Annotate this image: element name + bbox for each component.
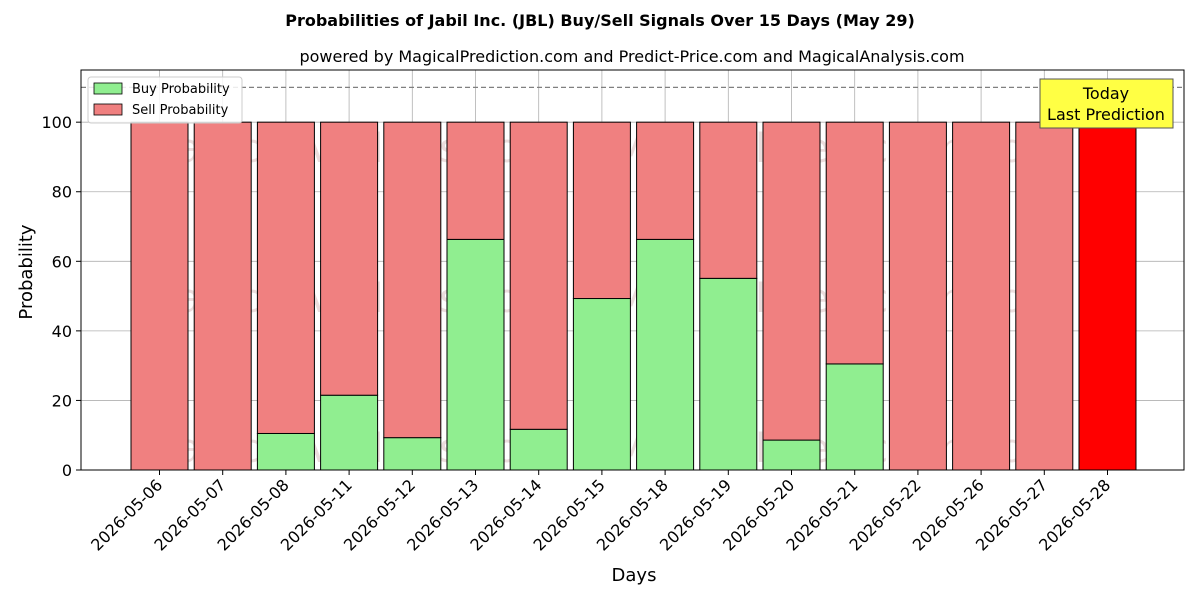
bar-sell <box>888 121 947 471</box>
bar-sell <box>130 121 189 471</box>
legend-label-buy: Buy Probability <box>132 82 230 97</box>
y-tick-label: 40 <box>52 322 72 341</box>
legend: Buy Probability Sell Probability <box>87 76 243 124</box>
y-axis: 0 20 40 60 80 100 <box>41 113 81 480</box>
legend-swatch-sell <box>93 103 123 116</box>
y-tick-label: 0 <box>62 461 72 480</box>
bar-buy <box>762 439 821 471</box>
bar-buy <box>320 394 379 471</box>
plot-frame <box>80 69 1185 471</box>
today-annotation: Today Last Prediction <box>1039 78 1174 129</box>
chart-subtitle: powered by MagicalPrediction.com and Pre… <box>299 47 964 66</box>
bar-sell-today <box>1078 121 1137 471</box>
bar-buy <box>446 238 505 471</box>
y-tick-label: 20 <box>52 391 72 410</box>
last-prediction-label: Last Prediction <box>1047 105 1165 124</box>
bar-sell <box>952 121 1011 471</box>
bar-sell <box>572 121 631 300</box>
today-box <box>1039 78 1174 129</box>
bar-buy <box>256 432 315 471</box>
bar-buy <box>825 363 884 471</box>
bar-sell <box>256 121 315 434</box>
legend-box <box>87 76 243 124</box>
bar-buy <box>572 298 631 471</box>
x-axis-label: Days <box>612 565 657 586</box>
today-label: Today <box>1082 84 1129 103</box>
bar-sell <box>825 121 884 365</box>
chart-title: Probabilities of Jabil Inc. (JBL) Buy/Se… <box>285 11 915 30</box>
legend-swatch-buy <box>93 82 123 95</box>
bars <box>130 121 1137 471</box>
bar-sell <box>509 121 568 430</box>
y-tick-label: 60 <box>52 252 72 271</box>
legend-label-sell: Sell Probability <box>132 103 229 118</box>
bar-sell <box>383 121 442 439</box>
bar-sell <box>446 121 505 240</box>
bar-buy <box>699 277 758 471</box>
y-tick-label: 80 <box>52 183 72 202</box>
bar-sell <box>193 121 252 471</box>
x-axis: 2026-05-062026-05-072026-05-082026-05-11… <box>87 470 1114 555</box>
bar-sell <box>699 121 758 279</box>
bar-buy <box>636 238 695 471</box>
bar-sell <box>762 121 821 441</box>
y-tick-label: 100 <box>41 113 72 132</box>
bar-sell <box>320 121 379 396</box>
bar-sell <box>1015 121 1074 471</box>
bar-buy <box>383 437 442 471</box>
bar-buy <box>509 428 568 471</box>
y-axis-label: Probability <box>16 224 37 319</box>
bar-sell <box>636 121 695 240</box>
